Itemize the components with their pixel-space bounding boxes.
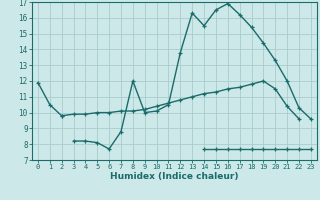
X-axis label: Humidex (Indice chaleur): Humidex (Indice chaleur): [110, 172, 239, 181]
